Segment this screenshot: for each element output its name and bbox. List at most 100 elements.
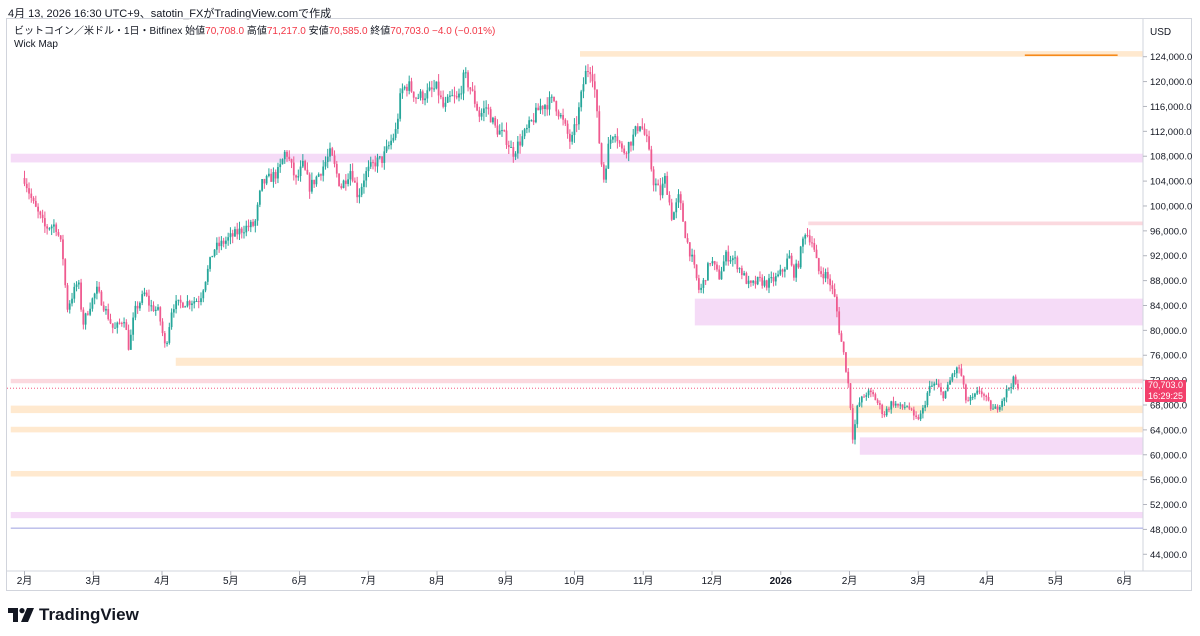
candle-body: [573, 124, 576, 136]
candle-body: [697, 278, 700, 290]
candle-body: [139, 302, 141, 309]
candle-up: [752, 279, 755, 286]
candle-body: [548, 97, 551, 110]
candle-body: [695, 264, 698, 279]
candle-down: [290, 158, 293, 169]
candle-body: [34, 200, 37, 207]
candle-up: [926, 391, 929, 408]
wick-zone: [694, 298, 1143, 326]
candle-body: [568, 133, 571, 142]
candle-up: [261, 179, 264, 192]
candle-body: [254, 220, 257, 226]
candle-body: [310, 179, 313, 192]
x-tick-label: 11月: [633, 575, 653, 587]
candle-body: [983, 394, 985, 396]
candle-down: [455, 91, 458, 100]
candle-down: [295, 174, 297, 185]
candle-up: [71, 292, 73, 307]
candle-down: [883, 411, 886, 418]
candle-body: [688, 242, 691, 257]
candle-body: [446, 96, 449, 103]
candlestick-chart[interactable]: 124,000.0 120,000.0 116,000.0 112,000.0 108,…: [0, 0, 1200, 600]
candle-body: [46, 226, 49, 229]
candle-body: [985, 395, 988, 398]
candle-body: [799, 246, 802, 268]
candle-body: [166, 342, 168, 344]
tradingview-brand[interactable]: TradingView: [39, 605, 139, 624]
legend: ビットコイン／米ドル・1日・Bitfinex 始値70,708.0 高値71,2…: [14, 25, 495, 51]
candle-down: [494, 115, 497, 128]
candle-body: [134, 305, 137, 318]
candle-up: [639, 126, 641, 133]
candle-up: [215, 237, 218, 255]
candle-body: [421, 91, 424, 101]
candle-body: [654, 183, 657, 186]
candle-up: [315, 175, 318, 187]
candle-body: [256, 204, 259, 221]
candle-down: [817, 257, 820, 275]
candle-body: [580, 91, 583, 108]
candle-body: [107, 309, 110, 320]
candle-body: [177, 299, 180, 301]
indicator-label[interactable]: Wick Map: [14, 39, 58, 50]
candle-down: [682, 200, 684, 222]
candle-down: [915, 411, 918, 419]
candle-down: [781, 268, 784, 278]
candle-body: [858, 402, 861, 406]
candle-body: [93, 293, 96, 299]
candle-body: [48, 228, 51, 230]
candle-body: [215, 242, 218, 250]
candle-up: [53, 219, 55, 233]
candle-up: [720, 266, 723, 280]
candle-body: [157, 307, 159, 310]
candle-body: [709, 263, 712, 265]
candle-up: [731, 255, 734, 267]
candle-up: [933, 381, 936, 391]
candle-down: [806, 228, 809, 238]
candle-body: [489, 109, 492, 123]
candle-up: [150, 299, 153, 312]
wick-zone: [808, 221, 1143, 226]
currency-label[interactable]: USD: [1150, 27, 1172, 38]
candle-down: [453, 86, 456, 104]
candle-down: [120, 321, 123, 327]
candle-up: [403, 85, 406, 91]
candle-body: [222, 240, 225, 244]
candle-body: [770, 277, 773, 279]
candle-up: [75, 281, 78, 292]
candle-body: [607, 143, 610, 169]
candle-body: [865, 395, 868, 397]
candle-body: [838, 311, 841, 334]
candle-body: [464, 72, 467, 74]
candle-body: [668, 194, 671, 203]
candle-body: [136, 305, 139, 309]
candle-body: [1010, 387, 1013, 389]
candle-up: [206, 265, 209, 286]
candle-body: [976, 390, 979, 394]
candle-body: [664, 175, 666, 184]
candle-up: [258, 189, 261, 208]
candle-down: [541, 105, 544, 115]
candle-body: [1003, 397, 1006, 401]
candle-up: [385, 139, 388, 154]
candle-down: [808, 229, 811, 246]
candle-down: [636, 123, 639, 134]
candle-body: [625, 153, 628, 155]
candle-body: [39, 211, 42, 215]
candle-up: [342, 179, 345, 189]
candle-body: [304, 160, 307, 170]
candle-body: [188, 301, 191, 306]
candle-body: [777, 274, 779, 277]
candle-down: [960, 363, 963, 377]
candle-down: [888, 406, 890, 413]
candle-body: [720, 271, 723, 280]
candle-up: [802, 236, 804, 254]
candle-body: [225, 240, 227, 244]
candle-body: [804, 235, 807, 239]
candle-up: [664, 173, 666, 188]
candle-body: [933, 383, 936, 386]
candle-up: [234, 226, 236, 237]
candle-body: [605, 168, 607, 180]
candle-up: [193, 297, 196, 309]
symbol-label[interactable]: ビットコイン／米ドル・1日・Bitfinex: [14, 26, 183, 37]
